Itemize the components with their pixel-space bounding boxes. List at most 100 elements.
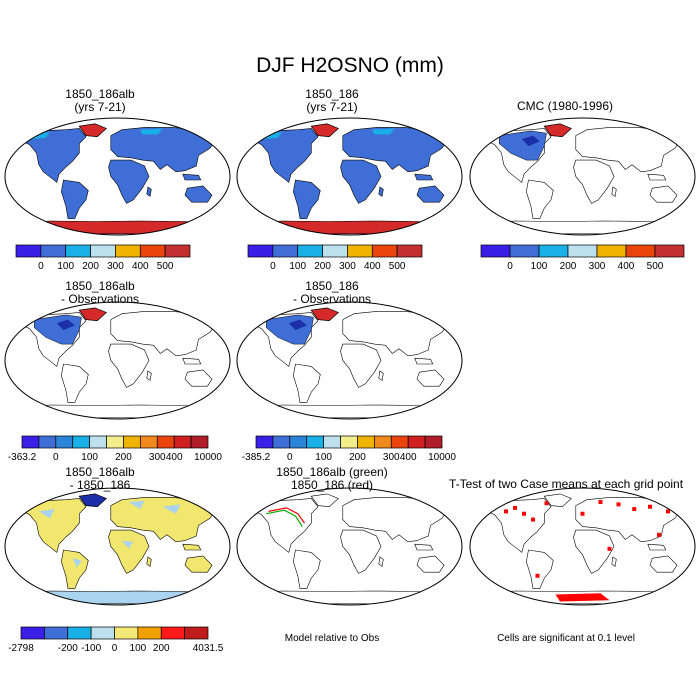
continent-samerica (60, 179, 89, 219)
continent-africa (108, 343, 150, 388)
siberia-patch (140, 128, 163, 135)
diff-patch-d (72, 558, 82, 568)
colorbar-bin (407, 435, 426, 449)
colorbar-bin (509, 244, 540, 258)
colorbar-tick-label: 0 (53, 452, 59, 463)
colorbar-bin (55, 435, 74, 449)
greenland-fill (310, 123, 339, 138)
continent-greenland (310, 493, 339, 508)
continent-madagascar (146, 370, 152, 381)
continent-eurasia (110, 127, 217, 173)
map-border (236, 301, 463, 420)
map-border (236, 487, 463, 606)
colorbar-tick-label: 100 (81, 452, 98, 463)
continent-greenland (78, 307, 107, 322)
colorbar-tick-label: 100 (289, 261, 306, 272)
colorbar-bin (306, 435, 324, 449)
colorbar-tick-label: -363.2 (8, 452, 37, 463)
snow-core (521, 135, 540, 147)
continent-australia (416, 369, 445, 387)
colorbar-bin (625, 244, 656, 258)
colorbar-tick-label: -2798 (8, 643, 34, 654)
diff-patch-a (38, 509, 55, 519)
map-layer (13, 493, 222, 605)
map-layer (245, 307, 454, 419)
colorbar-bin (114, 626, 139, 640)
panel-title-line: (yrs 7-21) (306, 100, 358, 114)
map-border (469, 487, 696, 606)
continent-seasia (182, 173, 202, 181)
colorbar-bin (272, 435, 291, 449)
colorbar-bin (164, 244, 191, 258)
continent-namerica (20, 498, 87, 553)
continent-australia (184, 555, 213, 573)
diff-patch-c (162, 504, 181, 514)
map-layer (478, 123, 687, 235)
sig-cell (607, 546, 612, 551)
continent-seasia (647, 543, 667, 551)
continent-samerica (525, 549, 554, 589)
colorbar-tick-label: 10000 (428, 452, 456, 463)
continent-greenland (543, 123, 572, 138)
colorbar-tick-label: 0 (270, 261, 276, 272)
continent-africa (340, 159, 382, 204)
sig-cell (531, 517, 535, 522)
colorbar-bin (106, 435, 124, 449)
diff-patch-e (122, 540, 134, 549)
continent-antarctica (245, 590, 454, 605)
colorbar-tick-label: 0 (287, 452, 293, 463)
continent-antarctica (478, 220, 687, 235)
colorbar-bin (390, 435, 409, 449)
colorbar-bin (538, 244, 569, 258)
colorbar-bin (137, 626, 162, 640)
sig-cell (504, 509, 508, 514)
continent-namerica (20, 312, 87, 367)
contour-red (268, 507, 305, 524)
panel-title-line: CMC (1980-1996) (516, 99, 614, 113)
colorbar-bin (156, 435, 175, 449)
map-layer (245, 493, 454, 605)
colorbar-bin (323, 435, 341, 449)
continent-seasia (414, 173, 434, 181)
snow-core (56, 319, 75, 331)
continent-africa (108, 529, 150, 574)
panel-note: Cells are significant at 0.1 level (497, 633, 635, 644)
colorbar-bin (90, 626, 115, 640)
panel-title-line: - Observations (292, 292, 372, 306)
panel-title-line: 1850_186alb (65, 279, 135, 293)
colorbar-bin (20, 626, 45, 640)
colorbar-bin (89, 435, 107, 449)
panel-title: 1850_186alb (green) 1850_186 (red) (212, 466, 452, 492)
colorbar-tick-label: 0 (38, 261, 44, 272)
colorbar-tick-label: 300 (383, 452, 400, 463)
sig-cell (522, 511, 526, 516)
colorbar-bin (140, 435, 158, 449)
colorbar-bin (21, 435, 40, 449)
colorbar-tick-label: 400 (618, 261, 635, 272)
colorbar-tick-label: 100 (57, 261, 74, 272)
sig-cell (616, 502, 621, 507)
continent-madagascar (378, 370, 384, 381)
colorbar-bin (67, 626, 92, 640)
continent-greenland (543, 493, 572, 508)
continent-samerica (292, 179, 321, 219)
panel-title-line: 1850_186alb (65, 465, 135, 479)
colorbar-tick-label: 300 (107, 261, 124, 272)
colorbar-bin (322, 244, 348, 258)
panel-title-line: 1850_186 (305, 87, 359, 101)
colorbar-bin (371, 244, 398, 258)
colorbar-tick-label: 500 (389, 261, 406, 272)
colorbar-bin (65, 244, 91, 258)
continent-africa (340, 529, 382, 574)
continent-eurasia (342, 311, 449, 357)
sig-antarctic (555, 593, 610, 602)
colorbar-bin (247, 244, 274, 258)
colorbar-bin (374, 435, 392, 449)
panel-title: 1850_186alb - Observations (0, 280, 220, 306)
sig-cell (632, 507, 637, 512)
continent-namerica (20, 128, 87, 183)
continent-greenland (78, 123, 107, 138)
snow-patch (266, 314, 314, 345)
panel-title: CMC (1980-1996) (445, 100, 685, 113)
continent-africa (573, 529, 615, 574)
